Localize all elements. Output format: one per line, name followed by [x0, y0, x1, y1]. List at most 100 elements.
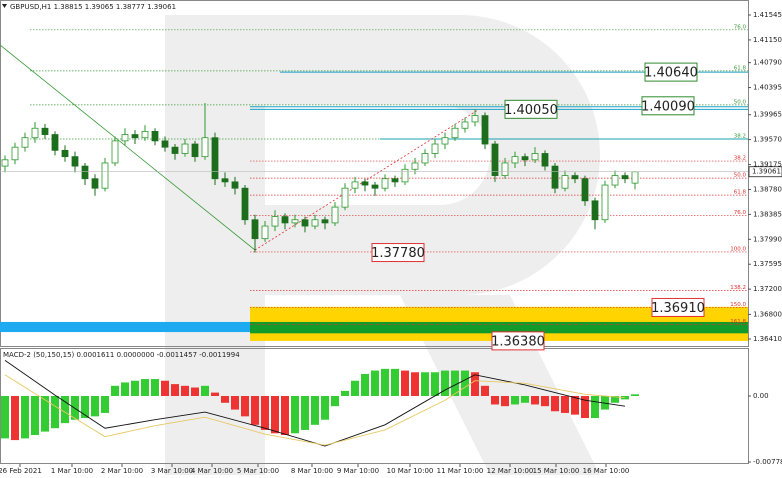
candle-body	[261, 225, 269, 240]
macd-bar	[21, 395, 29, 439]
fib-label: 100.0	[730, 246, 746, 252]
macd-bar	[631, 394, 639, 396]
candle-body	[431, 143, 439, 154]
candle-body	[391, 178, 399, 183]
candle-body	[281, 216, 289, 224]
macd-bar	[261, 395, 269, 430]
macd-bar	[281, 395, 289, 435]
macd-bar	[161, 380, 169, 396]
x-tick-label: 5 Mar 10:00	[237, 467, 279, 475]
fib-label: 38.2	[734, 156, 746, 162]
candle-body	[511, 156, 519, 164]
x-tick-label: 10 Mar 10:00	[387, 467, 434, 475]
candle-body	[251, 219, 259, 240]
candle-body	[411, 162, 419, 170]
y-tick-label: 1.37990	[753, 235, 782, 243]
candle-body	[331, 206, 339, 224]
macd-panel-border	[0, 348, 749, 464]
candle-body	[601, 184, 609, 221]
candle-body	[291, 219, 299, 224]
candle-body	[581, 178, 589, 202]
candle-body	[501, 162, 509, 176]
macd-bar	[131, 380, 139, 396]
macd-bar	[411, 372, 419, 396]
macd-bar	[351, 380, 359, 396]
y-tick-label: 1.40395	[753, 84, 782, 92]
macd-title: MACD-2 (50,150,15) 0.0001611 0.0000000 -…	[3, 351, 240, 359]
macd-bar	[371, 370, 379, 396]
candle-body	[11, 146, 19, 161]
candle-body	[531, 153, 539, 161]
x-tick-label: 15 Mar 10:00	[533, 467, 580, 475]
macd-line	[4, 360, 626, 447]
macd-bar	[151, 379, 159, 396]
candle-body	[141, 131, 149, 139]
macd-bar	[501, 395, 509, 407]
candle-body	[71, 156, 79, 167]
macd-bar	[471, 372, 479, 396]
macd-bar	[141, 379, 149, 396]
candle-body	[551, 165, 559, 189]
y-tick-label: 1.38780	[753, 185, 782, 193]
price-callout	[504, 99, 558, 119]
zone	[250, 321, 748, 334]
price-callout	[651, 297, 705, 317]
macd-bar	[571, 395, 579, 415]
x-tick-label: 2 Mar 10:00	[101, 467, 143, 475]
candle-body	[51, 134, 59, 151]
macd-bar	[41, 395, 49, 432]
macd-bar	[581, 395, 589, 419]
fib-label: 161.8	[730, 319, 746, 325]
macd-bar	[181, 385, 189, 396]
macd-bar	[211, 392, 219, 396]
macd-bar	[341, 390, 349, 396]
macd-bar	[91, 395, 99, 417]
x-tick-label: 16 Mar 10:00	[583, 467, 630, 475]
candle-body	[161, 140, 169, 148]
x-tick-label: 4 Mar 10:00	[191, 467, 233, 475]
fib-label: 76.0	[734, 24, 747, 30]
macd-bar	[221, 395, 229, 403]
macd-bar	[231, 395, 239, 410]
candle-body	[21, 137, 29, 148]
x-tick-label: 3 Mar 10:00	[151, 467, 193, 475]
macd-bar	[271, 395, 279, 434]
candle-body	[371, 184, 379, 189]
candle-body	[611, 175, 619, 186]
candle-body	[241, 187, 249, 221]
candle-body	[521, 156, 529, 161]
candle-body	[91, 178, 99, 189]
candle-body	[1, 159, 9, 167]
candle-body	[271, 216, 279, 227]
last-price-label: 1.39061	[752, 168, 781, 176]
macd-bar	[531, 395, 539, 405]
candle-body	[301, 219, 309, 227]
candle-body	[111, 140, 119, 164]
fib-label: 76.0	[734, 210, 747, 216]
fib-label: 138.2	[730, 285, 746, 291]
candle-body	[231, 181, 239, 189]
y-tick-label: 1.40790	[753, 59, 782, 67]
macd-bar	[201, 385, 209, 396]
macd-bar	[561, 395, 569, 413]
macd-bar	[311, 395, 319, 425]
y-tick-label: 1.39570	[753, 136, 782, 144]
macd-bar	[491, 395, 499, 405]
y-tick-label: 1.41545	[753, 11, 782, 19]
candle-body	[151, 131, 159, 142]
candle-body	[181, 143, 189, 154]
candle-body	[351, 181, 359, 189]
candle-body	[101, 162, 109, 189]
candle-body	[471, 115, 479, 123]
macd-bar	[511, 395, 519, 405]
price-callout	[371, 243, 425, 263]
candle-body	[421, 153, 429, 164]
fib-label: 50.0	[734, 99, 747, 105]
candle-body	[631, 171, 639, 184]
candle-body	[221, 178, 229, 183]
macd-bar	[441, 370, 449, 396]
macd-bar	[481, 385, 489, 396]
candle-body	[211, 137, 219, 180]
candle-body	[541, 153, 549, 167]
